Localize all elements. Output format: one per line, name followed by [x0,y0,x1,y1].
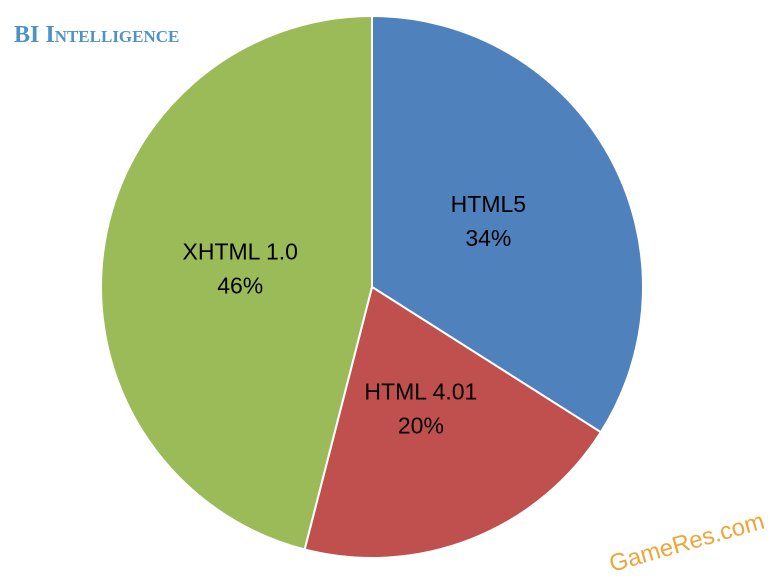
slice [100,14,373,551]
value-label: 20% [398,413,444,439]
slice-label: HTML 4.01 [364,379,477,405]
slice [303,285,603,559]
pie [100,14,644,559]
value-label: 46% [217,272,263,298]
brand: BI Intelligence [14,22,179,48]
value-label: 34% [465,225,511,251]
slice-label: HTML5 [451,191,526,217]
slice [371,14,644,434]
slice-label: XHTML 1.0 [183,238,298,264]
watermark: GameRes.com [606,508,767,578]
